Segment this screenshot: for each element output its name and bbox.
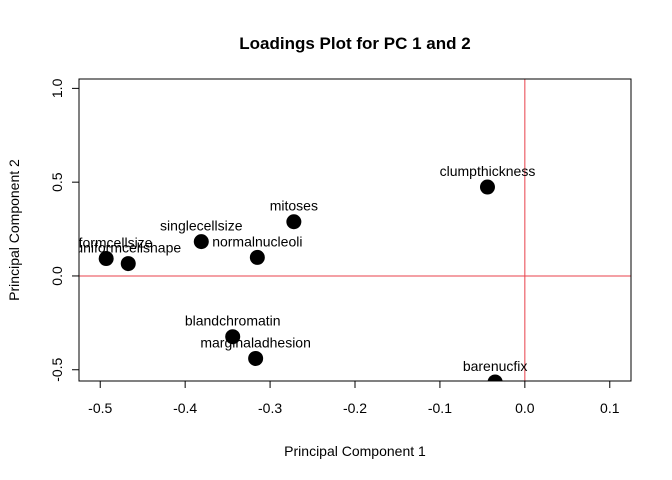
y-tick-label: 1.0: [49, 78, 65, 98]
data-point: [479, 179, 495, 195]
x-tick-label: -0.1: [428, 400, 452, 416]
data-point-label: uniformcellshape: [75, 240, 181, 256]
x-tick-label: 0.0: [515, 400, 535, 416]
data-point-label: singlecellsize: [160, 218, 243, 234]
data-point-label: normalnucleoli: [212, 233, 302, 249]
data-point-label: blandchromatin: [185, 313, 281, 329]
x-tick-label: -0.4: [173, 400, 197, 416]
data-point: [98, 251, 114, 267]
x-tick-label: 0.1: [600, 400, 620, 416]
data-points: [98, 179, 503, 381]
x-tick-label: -0.3: [258, 400, 282, 416]
data-point-label: barenucfix: [463, 358, 528, 374]
x-tick-label: -0.5: [88, 400, 112, 416]
x-axis: -0.5 -0.4 -0.3 -0.2 -0.1 0.0 0.1: [88, 380, 620, 416]
data-point: [249, 249, 265, 265]
data-point: [193, 234, 209, 250]
x-axis-label: Principal Component 1: [284, 443, 426, 459]
y-tick-label: 0.0: [49, 266, 65, 286]
plot-area: clumpthickness mitoses singlecellsizenorma…: [60, 79, 631, 381]
chart-title: Loadings Plot for PC 1 and 2: [239, 34, 470, 53]
data-point: [487, 374, 503, 381]
data-point-label: uniformcellsize: [60, 235, 153, 251]
data-point: [248, 350, 264, 366]
y-axis-label: Principal Component 2: [6, 159, 22, 301]
data-point: [120, 256, 136, 272]
data-point-labels: clumpthickness mitoses singlecellsizenorma…: [60, 163, 536, 374]
data-point: [225, 329, 241, 345]
y-tick-label: 0.5: [49, 172, 65, 192]
data-point-label: marginaladhesion: [200, 334, 311, 350]
data-point-label: mitoses: [270, 198, 318, 214]
data-point-label: clumpthickness: [440, 163, 536, 179]
data-point: [286, 214, 302, 230]
y-axis: -0.5 0.0 0.5 1.0: [49, 78, 80, 382]
x-tick-label: -0.2: [343, 400, 367, 416]
y-tick-label: -0.5: [49, 357, 65, 381]
